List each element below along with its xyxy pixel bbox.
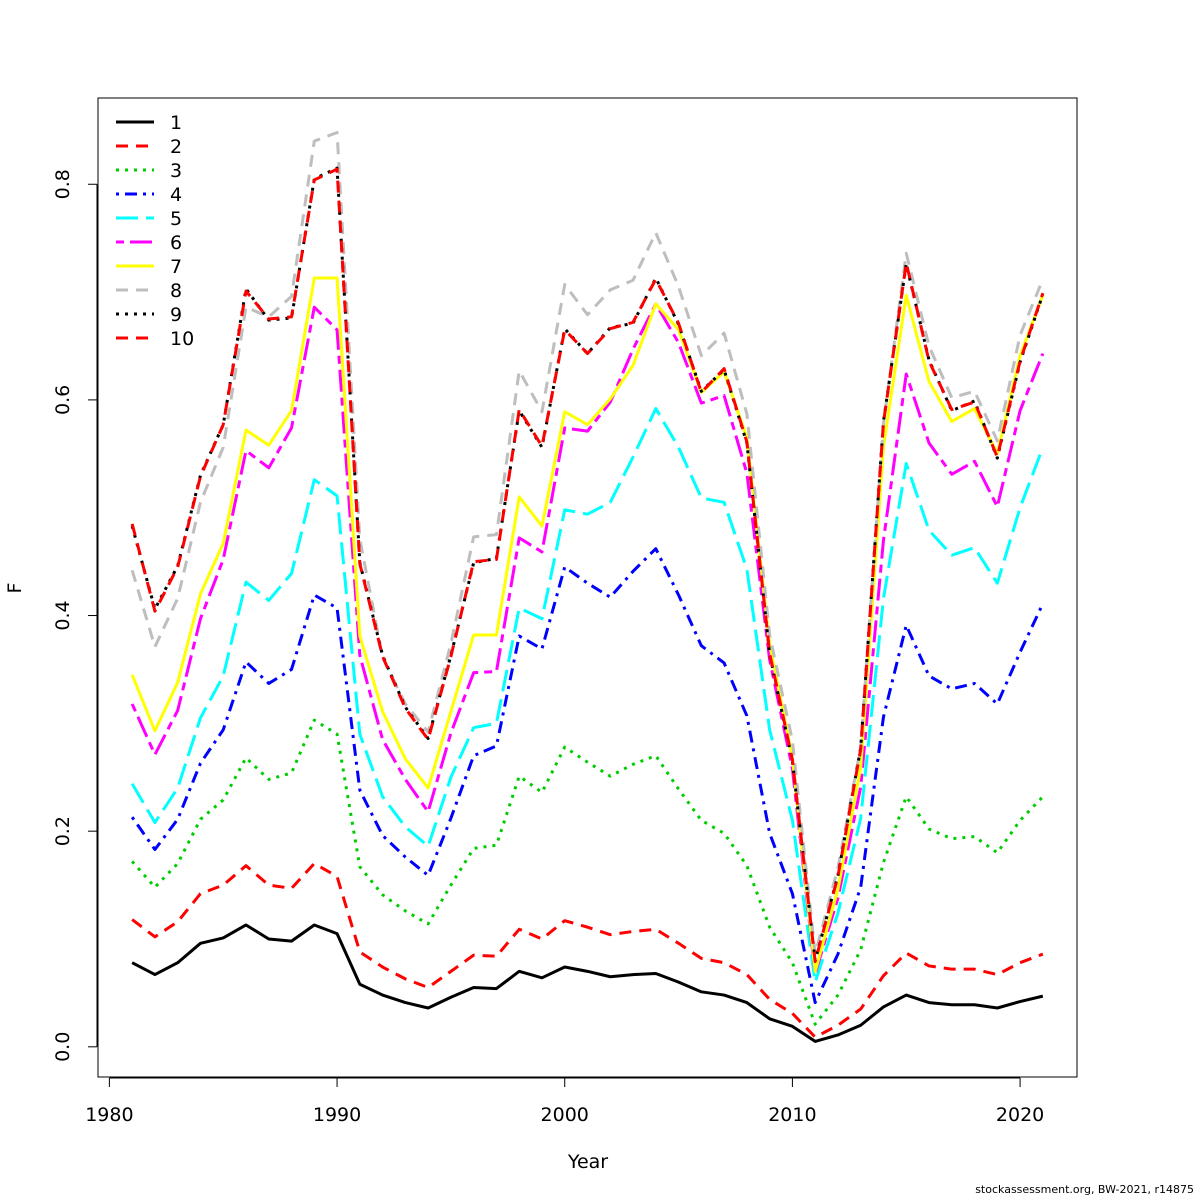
y-tick-label: 0.4: [52, 600, 74, 630]
series-line-9: [130, 166, 1045, 963]
series-line-2: [131, 862, 1044, 1039]
y-tick-label: 0.8: [52, 169, 74, 199]
y-axis: 0.0 0.2 0.4 0.6 0.8: [52, 169, 98, 1062]
series-layer: [130, 131, 1045, 1043]
plot-frame: [97, 97, 1078, 1078]
x-tick-label: 2010: [768, 1104, 816, 1126]
y-axis-label: F: [4, 583, 26, 594]
legend-label-5: 5: [170, 208, 182, 230]
legend-label-3: 3: [170, 160, 182, 182]
series-line-1: [131, 923, 1044, 1043]
series-line-8: [130, 131, 1045, 956]
legend-label-6: 6: [170, 232, 182, 254]
series-line-6: [130, 302, 1045, 975]
x-tick-label: 1980: [85, 1104, 133, 1126]
series-line-5: [130, 407, 1045, 984]
series-line-10: [130, 167, 1045, 964]
x-tick-label: 1990: [313, 1104, 361, 1126]
x-tick-label: 2000: [541, 1104, 589, 1126]
y-tick-label: 0.6: [52, 385, 74, 415]
x-axis: 1980 1990 2000 2010 2020: [85, 1077, 1044, 1126]
legend-label-1: 1: [170, 112, 182, 134]
x-axis-label: Year: [567, 1151, 608, 1173]
series-line-7: [130, 276, 1045, 973]
footer-credit: stockassessment.org, BW-2021, r14875: [975, 1183, 1194, 1196]
legend-label-8: 8: [170, 280, 182, 302]
x-tick-label: 2020: [996, 1104, 1044, 1126]
legend-label-9: 9: [170, 304, 182, 326]
legend-label-2: 2: [170, 136, 182, 158]
legend-label-7: 7: [170, 256, 182, 278]
y-tick-label: 0.2: [52, 816, 74, 846]
series-line-4: [130, 547, 1045, 1005]
legend-label-4: 4: [170, 184, 182, 206]
series-line-3: [131, 718, 1044, 1026]
legend-label-10: 10: [170, 328, 194, 350]
y-tick-label: 0.0: [52, 1032, 74, 1062]
